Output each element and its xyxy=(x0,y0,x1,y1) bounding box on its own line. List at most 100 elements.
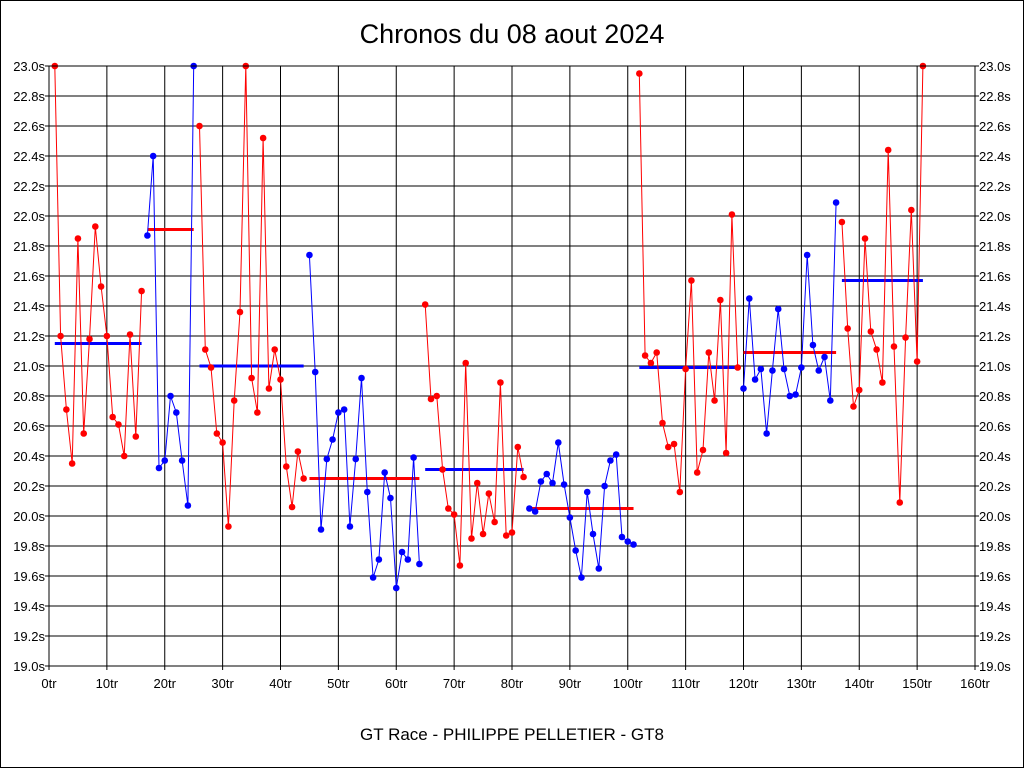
lap-point xyxy=(149,152,157,160)
lap-point xyxy=(230,397,238,404)
lap-point xyxy=(352,455,360,463)
lap-point xyxy=(844,325,851,332)
y-tick-label-right: 22.6s xyxy=(979,119,1011,134)
lap-point xyxy=(132,433,140,440)
y-tick-label-left: 21.6s xyxy=(13,269,45,284)
lap-point xyxy=(126,331,134,338)
lap-point xyxy=(537,478,545,485)
lap-point xyxy=(728,211,736,218)
lap-point xyxy=(913,358,921,365)
lap-point xyxy=(769,367,776,374)
x-tick-label: 160tr xyxy=(960,676,990,691)
lap-point xyxy=(734,364,742,371)
lap-point xyxy=(855,386,863,394)
lap-point xyxy=(329,436,336,443)
lap-point xyxy=(173,409,180,416)
lap-point xyxy=(624,538,632,545)
lap-point xyxy=(763,430,770,437)
lap-point xyxy=(884,146,892,154)
lap-point xyxy=(155,464,163,472)
lap-point xyxy=(346,523,354,530)
lap-point xyxy=(213,430,221,437)
x-tick-label: 30tr xyxy=(211,676,234,691)
series-points xyxy=(51,62,927,592)
y-tick-label-right: 21.4s xyxy=(979,299,1011,314)
lap-point xyxy=(381,469,388,476)
lap-point xyxy=(902,334,909,341)
lap-point xyxy=(560,481,568,488)
lap-point xyxy=(468,535,475,542)
lap-point xyxy=(103,332,111,340)
lap-point xyxy=(583,488,591,496)
lap-point xyxy=(879,379,886,386)
lap-point xyxy=(803,251,811,259)
lap-point xyxy=(832,199,840,206)
lap-point xyxy=(485,490,493,497)
lap-point xyxy=(757,365,765,373)
lap-point xyxy=(786,392,794,400)
x-tick-label: 40tr xyxy=(269,676,292,691)
y-tick-label-right: 22.4s xyxy=(979,149,1011,164)
lap-point xyxy=(751,376,759,383)
lap-point xyxy=(144,232,151,239)
lap-point xyxy=(526,505,533,512)
chart-title: Chronos du 08 aout 2024 xyxy=(360,19,665,49)
lap-point xyxy=(589,530,597,538)
lap-point xyxy=(653,349,660,356)
lap-point xyxy=(555,439,562,446)
lap-point xyxy=(815,367,823,374)
y-tick-label-left: 19.2s xyxy=(13,629,45,644)
lap-point xyxy=(74,235,82,242)
y-tick-label-right: 21.2s xyxy=(979,329,1011,344)
lap-point xyxy=(601,482,608,490)
x-tick-label: 20tr xyxy=(154,676,177,691)
stint-averages xyxy=(54,228,923,510)
lap-point xyxy=(861,235,869,242)
y-tick-label-right: 20.0s xyxy=(979,509,1011,524)
y-tick-label-left: 22.4s xyxy=(13,149,45,164)
lap-point xyxy=(282,463,290,470)
lap-point xyxy=(502,532,510,539)
lap-point xyxy=(479,530,487,538)
stint-line xyxy=(424,304,525,566)
y-tick-label-right: 21.6s xyxy=(979,269,1011,284)
lap-point xyxy=(473,479,481,487)
x-tick-label: 110tr xyxy=(671,676,700,691)
lap-point xyxy=(323,455,331,463)
lap-point xyxy=(387,494,394,502)
x-tick-label: 10tr xyxy=(96,676,119,691)
y-tick-label-left: 22.6s xyxy=(13,119,45,134)
y-tick-label-right: 19.6s xyxy=(979,569,1011,584)
lap-point xyxy=(705,349,713,356)
lap-point xyxy=(827,397,834,404)
lap-point xyxy=(456,562,464,569)
x-tick-label: 100tr xyxy=(613,676,643,691)
lap-point xyxy=(115,421,122,428)
lap-point xyxy=(780,365,788,373)
lap-point xyxy=(201,346,209,353)
lap-point xyxy=(867,328,875,335)
lap-point xyxy=(120,452,128,460)
y-tick-label-left: 21.4s xyxy=(13,299,45,314)
lap-point xyxy=(578,574,585,581)
lap-point xyxy=(543,470,551,478)
lap-point xyxy=(745,295,753,302)
y-tick-label-left: 23.0s xyxy=(13,59,45,74)
y-tick-label-right: 20.6s xyxy=(979,419,1011,434)
lap-point xyxy=(717,296,724,304)
lap-point xyxy=(207,364,215,371)
lap-point xyxy=(196,122,203,130)
x-tick-label: 150tr xyxy=(902,676,932,691)
lap-point xyxy=(618,533,626,541)
y-tick-label-right: 19.0s xyxy=(979,659,1011,674)
lap-point xyxy=(774,305,782,313)
y-tick-label-right: 23.0s xyxy=(979,59,1011,74)
lap-point xyxy=(693,469,701,476)
lap-point xyxy=(167,392,174,400)
lap-point xyxy=(219,439,226,446)
lap-point xyxy=(439,466,446,473)
lap-point xyxy=(711,397,718,404)
x-tick-label: 120tr xyxy=(729,676,759,691)
lap-point xyxy=(641,352,649,359)
